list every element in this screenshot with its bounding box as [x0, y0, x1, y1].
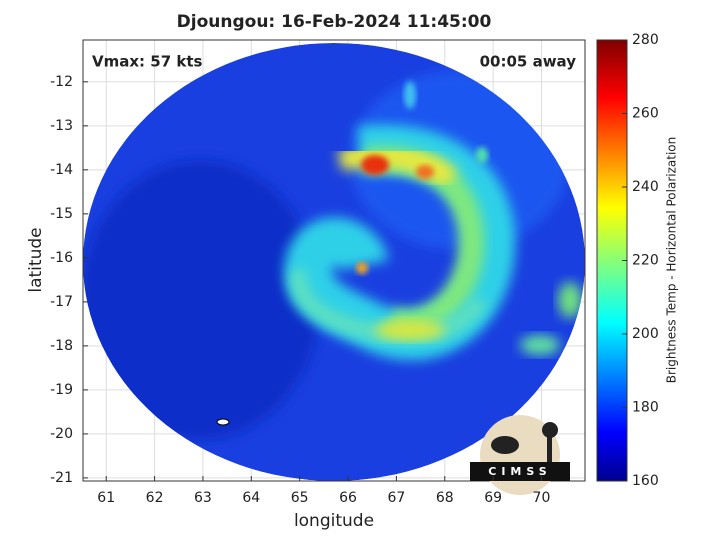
colorbar-tick-label: 180	[632, 400, 659, 416]
colorbar-tick-label: 280	[632, 32, 659, 48]
swath-image	[83, 43, 585, 481]
chart-title: Djoungou: 16-Feb-2024 11:45:00	[177, 12, 492, 32]
y-tick-label: -19	[50, 382, 73, 398]
y-tick-label: -13	[50, 118, 73, 134]
plot-frame	[82, 39, 586, 482]
y-tick-label: -21	[50, 470, 73, 486]
y-tick-label: -15	[50, 206, 73, 222]
x-tick-label: 69	[484, 490, 502, 506]
x-tick-label: 68	[436, 490, 454, 506]
x-tick-label: 61	[97, 490, 115, 506]
y-tick-label: -12	[50, 74, 73, 90]
y-tick-label: -20	[50, 426, 73, 442]
x-tick-label: 62	[146, 490, 164, 506]
x-tick-label: 70	[533, 490, 551, 506]
annotation: Vmax: 57 kts	[92, 53, 202, 71]
colorbar-tick-label: 160	[632, 473, 659, 489]
x-axis-label: longitude	[294, 511, 374, 531]
x-tick-label: 63	[194, 490, 212, 506]
colorbar-label: Brightness Temp - Horizontal Polarizatio…	[665, 137, 679, 384]
colorbar-tick-label: 240	[632, 179, 659, 195]
x-tick-label: 66	[339, 490, 357, 506]
logo: CIMSS	[470, 415, 570, 495]
y-tick-label: -18	[50, 338, 73, 354]
x-tick-label: 65	[291, 490, 309, 506]
y-tick-label: -17	[50, 294, 73, 310]
x-tick-label: 64	[242, 490, 260, 506]
logo-text: CIMSS	[488, 465, 551, 478]
x-tick-label: 67	[387, 490, 405, 506]
y-axis-label: latitude	[26, 227, 46, 292]
y-tick-label: -16	[50, 250, 73, 266]
colorbar-tick-label: 260	[632, 106, 659, 122]
colorbar-tick-label: 200	[632, 326, 659, 342]
annotation: 00:05 away	[480, 53, 577, 71]
colorbar-tick-label: 220	[632, 253, 659, 269]
y-tick-label: -14	[50, 162, 73, 178]
